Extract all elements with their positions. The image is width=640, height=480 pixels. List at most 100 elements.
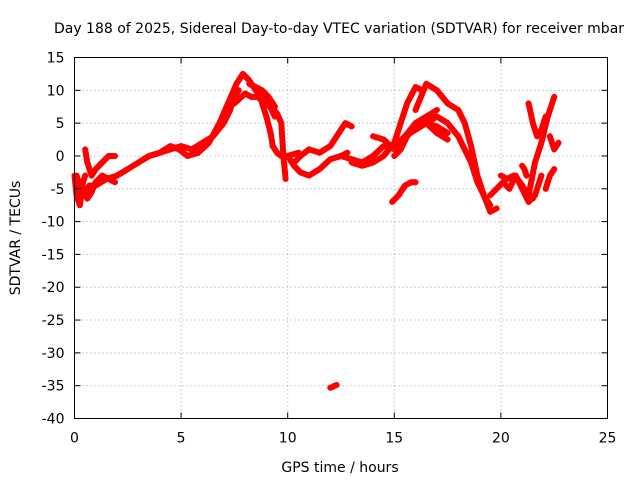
data-point-marker (433, 87, 440, 94)
y-tick-label: -10 (42, 215, 65, 231)
data-point-marker (342, 120, 349, 127)
data-series (71, 70, 562, 391)
data-point-marker (444, 120, 451, 127)
data-point-marker (391, 152, 398, 159)
data-point-marker (433, 129, 440, 136)
data-point-marker (184, 152, 191, 159)
data-point-marker (263, 113, 270, 120)
data-point-marker (551, 166, 558, 173)
data-point-marker (551, 93, 558, 100)
data-point-marker (525, 198, 532, 205)
data-point-marker (99, 172, 106, 179)
data-point-marker (521, 166, 528, 173)
data-point-marker (316, 149, 323, 156)
data-point-marker (461, 146, 468, 153)
data-point-marker (297, 152, 304, 159)
data-point-marker (538, 139, 545, 146)
data-point-marker (500, 179, 507, 186)
data-point-marker (105, 175, 112, 182)
data-point-marker (468, 143, 475, 150)
data-point-marker (529, 195, 536, 202)
data-point-marker (267, 129, 274, 136)
data-point-marker (474, 179, 481, 186)
data-point-marker (271, 103, 278, 110)
data-point-marker (344, 149, 351, 156)
data-point-marker (227, 107, 234, 114)
data-point-marker (510, 172, 517, 179)
y-tick-label: -35 (42, 379, 65, 395)
data-point-marker (519, 162, 526, 169)
data-point-marker (188, 146, 195, 153)
data-point-marker (555, 139, 562, 146)
data-point-marker (444, 100, 451, 107)
data-point-marker (235, 87, 242, 94)
data-point-marker (338, 152, 344, 159)
gridlines (74, 57, 608, 419)
data-point-marker (412, 84, 419, 91)
data-point-marker (76, 202, 83, 209)
data-point-marker (195, 149, 202, 156)
y-tick-label: -25 (42, 313, 65, 329)
data-point-marker (359, 162, 366, 169)
series-arc-e (135, 87, 242, 166)
data-point-marker (327, 143, 334, 150)
data-point-marker (248, 93, 255, 100)
series-trace (135, 87, 242, 166)
data-point-marker (297, 169, 304, 176)
data-point-marker (167, 146, 174, 153)
data-point-marker (306, 172, 313, 179)
x-tick-label: 20 (492, 431, 510, 447)
data-point-marker (246, 80, 253, 87)
x-tick-label: 25 (599, 431, 617, 447)
data-point-marker (135, 159, 142, 166)
data-point-marker (333, 382, 340, 389)
y-tick-label: -30 (42, 346, 65, 362)
data-point-marker (523, 172, 530, 179)
data-point-marker (92, 166, 99, 173)
series-arc-b (82, 70, 278, 196)
data-point-marker (380, 152, 387, 159)
data-point-marker (487, 208, 494, 215)
data-point-marker (455, 133, 462, 140)
data-point-marker (306, 146, 313, 153)
data-point-marker (433, 113, 440, 120)
data-point-marker (146, 152, 153, 159)
series-trace (291, 120, 355, 166)
series-arc-x (327, 382, 340, 391)
chart-title: Day 188 of 2025, Sidereal Day-to-day VTE… (54, 21, 624, 37)
x-tick-label: 10 (279, 431, 297, 447)
series-trace (231, 90, 289, 182)
y-tick-label: -15 (42, 247, 65, 263)
data-point-marker (461, 120, 468, 127)
data-point-marker (231, 93, 238, 100)
data-point-marker (551, 146, 558, 153)
data-point-marker (401, 182, 408, 189)
data-point-marker (316, 166, 323, 173)
data-point-marker (423, 120, 430, 127)
data-point-marker (397, 120, 404, 127)
data-point-marker (105, 152, 112, 159)
y-tick-label: 15 (47, 51, 65, 67)
data-point-marker (82, 146, 89, 153)
series-arc-d (82, 146, 119, 179)
data-point-marker (433, 107, 440, 114)
data-point-marker (444, 129, 451, 136)
data-point-marker (199, 139, 206, 146)
series-arc-g (246, 80, 278, 110)
data-point-marker (99, 159, 106, 166)
data-point-marker (468, 159, 475, 166)
data-point-marker (493, 205, 500, 212)
y-tick-label: -40 (42, 412, 65, 428)
series-arc-j (291, 120, 355, 166)
data-point-marker (220, 120, 227, 127)
data-point-marker (239, 70, 246, 77)
series-arc-w (546, 133, 562, 153)
series-arc-t (525, 93, 558, 199)
x-tick-label: 0 (70, 431, 79, 447)
series-arc-o (389, 179, 419, 205)
data-point-marker (88, 189, 95, 196)
data-point-marker (480, 192, 487, 199)
data-point-marker (389, 198, 396, 205)
series-arc-v (542, 166, 558, 192)
data-point-marker (274, 149, 281, 156)
